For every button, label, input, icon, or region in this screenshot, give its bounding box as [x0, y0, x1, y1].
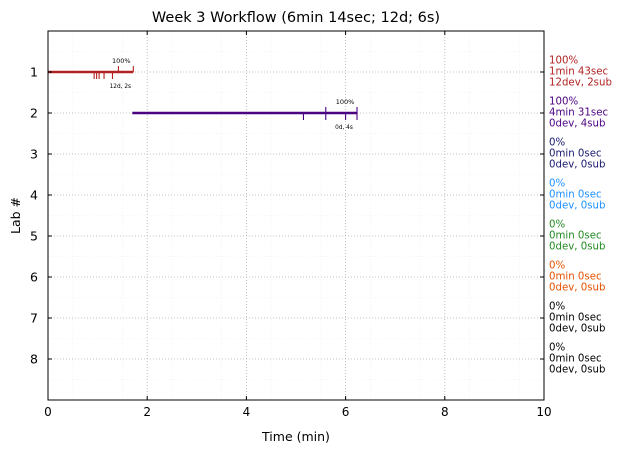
lab-5-summary-line: 0dev, 0sub	[549, 242, 605, 253]
lab-8-summary-line: 0min 0sec	[549, 354, 602, 365]
plot-frame	[47, 30, 545, 401]
lab-3-summary-line: 0dev, 0sub	[549, 160, 605, 171]
lab-8-summary-line: 0%	[549, 343, 565, 354]
lab-1-percent-label: 100%	[112, 57, 131, 65]
lab-5-summary-line: 0%	[549, 220, 565, 231]
lab-3-summary-line: 0%	[549, 138, 565, 149]
lab-6-summary-line: 0dev, 0sub	[549, 283, 605, 294]
y-axis-label: Lab #	[8, 197, 23, 234]
lab-2-count-label: 0d, 4s	[335, 125, 353, 131]
lab-3-summary-line: 0min 0sec	[549, 149, 602, 160]
lab-5-summary-line: 0min 0sec	[549, 231, 602, 242]
chart-title: Week 3 Workflow (6min 14sec; 12d; 6s)	[152, 10, 440, 26]
y-tick-label: 2	[30, 106, 38, 121]
lab-1-summary-line: 1min 43sec	[549, 67, 608, 78]
x-tick-label: 2	[143, 405, 151, 419]
lab-7-summary-line: 0dev, 0sub	[549, 324, 605, 335]
lab-1-count-label: 12d, 2s	[110, 84, 131, 90]
lab-2-summary-line: 4min 31sec	[549, 108, 608, 119]
lab-7-summary-line: 0min 0sec	[549, 313, 602, 324]
lab-6-summary-line: 0%	[549, 261, 565, 272]
x-tick-label: 4	[243, 405, 251, 419]
data-layer: 100% 12d, 2s 100% 0d, 4s	[48, 57, 358, 131]
lab-2-summary-line: 100%	[549, 97, 578, 108]
x-tick-label: 6	[342, 405, 350, 419]
y-tick-label: 1	[30, 65, 38, 80]
y-tick-label: 7	[30, 311, 38, 326]
y-tick-label: 4	[30, 188, 38, 203]
lab-6-summary-line: 0min 0sec	[549, 272, 602, 283]
y-tick-label: 3	[30, 147, 38, 162]
lab-1-summary-line: 100%	[549, 56, 578, 67]
lab-4-summary-line: 0min 0sec	[549, 190, 602, 201]
lab-7-summary-line: 0%	[549, 302, 565, 313]
lab-1-summary-line: 12dev, 2sub	[549, 78, 612, 89]
y-tick-label: 8	[30, 352, 38, 367]
y-tick-label: 5	[30, 229, 38, 244]
x-axis-label: Time (min)	[261, 429, 330, 444]
x-tick-label: 8	[441, 405, 449, 419]
lab-2-summary-line: 0dev, 4sub	[549, 119, 605, 130]
lab-4-summary-line: 0dev, 0sub	[549, 201, 605, 212]
lab-8-summary-line: 0dev, 0sub	[549, 365, 605, 376]
y-tick-label: 6	[30, 270, 38, 285]
x-tick-label: 10	[536, 405, 551, 419]
lab-2-percent-label: 100%	[336, 98, 355, 106]
x-tick-label: 0	[44, 405, 52, 419]
lab-4-summary-line: 0%	[549, 179, 565, 190]
